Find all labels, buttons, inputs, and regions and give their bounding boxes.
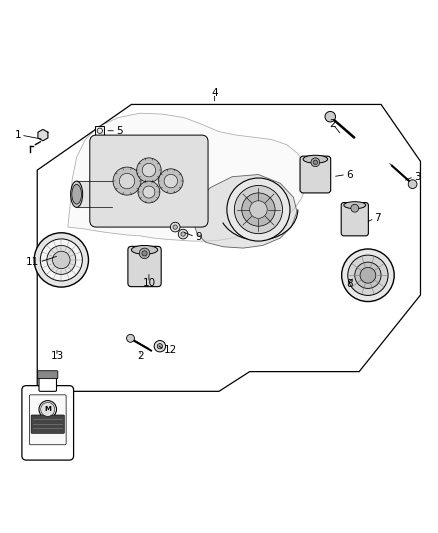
FancyBboxPatch shape — [31, 415, 64, 433]
FancyBboxPatch shape — [128, 246, 161, 287]
FancyBboxPatch shape — [22, 386, 74, 460]
Text: 12: 12 — [164, 345, 177, 355]
Circle shape — [355, 262, 381, 288]
Circle shape — [181, 232, 185, 236]
FancyBboxPatch shape — [29, 395, 66, 445]
Text: 13: 13 — [50, 351, 64, 361]
Text: 11: 11 — [26, 257, 39, 267]
Circle shape — [348, 255, 388, 295]
Polygon shape — [38, 130, 48, 141]
Circle shape — [53, 251, 70, 269]
FancyBboxPatch shape — [95, 126, 104, 135]
Text: 2: 2 — [137, 351, 144, 361]
Circle shape — [227, 178, 290, 241]
Ellipse shape — [344, 201, 366, 209]
Circle shape — [143, 186, 155, 198]
Circle shape — [157, 344, 162, 349]
Circle shape — [234, 185, 283, 233]
Polygon shape — [68, 113, 307, 241]
FancyBboxPatch shape — [90, 135, 208, 227]
Circle shape — [313, 160, 318, 165]
Circle shape — [164, 174, 177, 188]
Circle shape — [142, 251, 147, 256]
Circle shape — [40, 239, 82, 281]
Circle shape — [137, 158, 161, 182]
Text: 6: 6 — [346, 169, 353, 180]
Circle shape — [139, 248, 150, 259]
Ellipse shape — [72, 184, 81, 204]
Circle shape — [127, 334, 134, 342]
Circle shape — [342, 249, 394, 302]
Circle shape — [119, 173, 135, 189]
FancyBboxPatch shape — [38, 371, 58, 378]
Circle shape — [311, 158, 320, 167]
Text: 9: 9 — [195, 232, 201, 242]
Circle shape — [170, 222, 180, 232]
FancyBboxPatch shape — [300, 156, 331, 193]
Circle shape — [351, 204, 359, 212]
Polygon shape — [193, 174, 297, 248]
Circle shape — [34, 233, 88, 287]
Ellipse shape — [71, 181, 83, 207]
Circle shape — [242, 193, 275, 226]
Text: 5: 5 — [116, 126, 123, 136]
Circle shape — [325, 111, 336, 122]
Circle shape — [408, 180, 417, 189]
Circle shape — [154, 341, 166, 352]
Circle shape — [173, 225, 177, 229]
Text: 2: 2 — [329, 119, 336, 129]
Ellipse shape — [303, 155, 328, 163]
Circle shape — [178, 229, 188, 239]
Circle shape — [138, 181, 160, 203]
Circle shape — [113, 167, 141, 195]
Ellipse shape — [131, 246, 158, 254]
Circle shape — [47, 246, 76, 274]
Text: 4: 4 — [211, 88, 218, 99]
FancyBboxPatch shape — [341, 203, 368, 236]
Text: 10: 10 — [142, 278, 155, 288]
Text: 8: 8 — [346, 279, 353, 289]
Text: M: M — [44, 406, 51, 413]
Circle shape — [250, 201, 267, 219]
Text: 7: 7 — [374, 213, 381, 223]
FancyBboxPatch shape — [39, 376, 57, 391]
Text: 3: 3 — [414, 172, 420, 182]
Text: 1: 1 — [14, 130, 21, 140]
Circle shape — [159, 169, 183, 193]
Circle shape — [360, 268, 376, 283]
Circle shape — [41, 402, 55, 416]
Circle shape — [142, 164, 155, 177]
